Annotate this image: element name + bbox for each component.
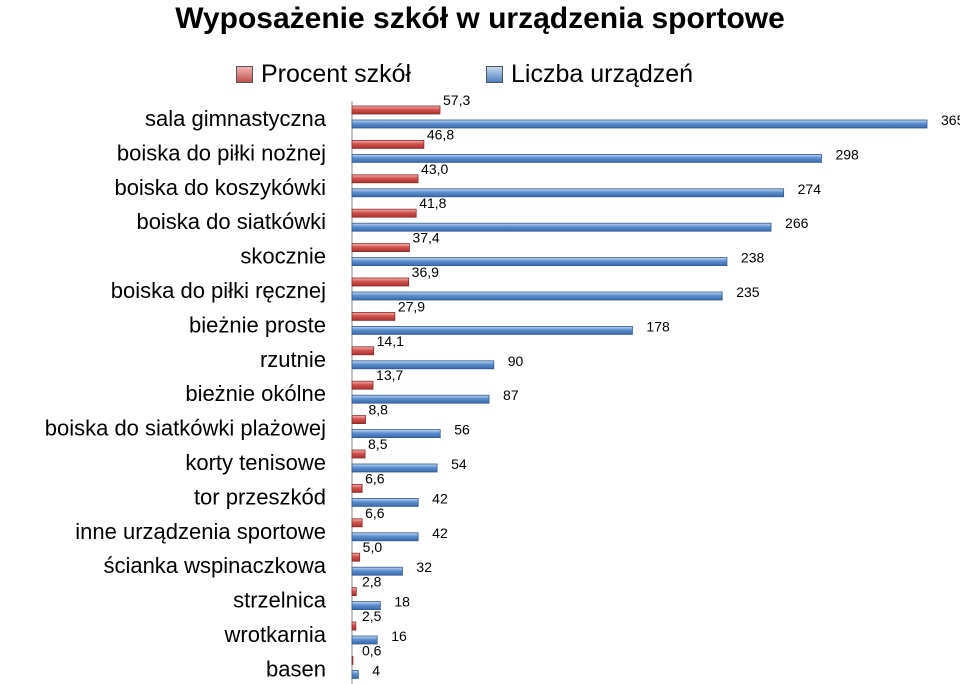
bar-count <box>351 566 403 576</box>
bar-percent <box>351 380 374 390</box>
bar-count <box>351 153 822 163</box>
bar-percent <box>351 518 363 528</box>
value-label-count: 54 <box>451 456 467 472</box>
bar-count <box>351 670 359 679</box>
value-label-count: 266 <box>785 215 809 231</box>
bar-percent <box>351 449 366 459</box>
value-label-percent: 6,6 <box>365 505 385 521</box>
bar-count <box>351 188 785 198</box>
bar-percent <box>351 346 375 356</box>
value-label-percent: 2,8 <box>362 574 382 590</box>
legend-label-count: Liczba urządzeń <box>511 59 694 88</box>
category-label: skocznie <box>240 244 326 269</box>
legend-item-count: Liczba urządzeń <box>486 56 693 92</box>
category-label: bieżnie proste <box>189 312 326 337</box>
bar-percent <box>351 105 441 115</box>
value-label-count: 90 <box>508 353 524 369</box>
value-label-percent: 8,5 <box>368 436 388 452</box>
value-label-count: 32 <box>416 559 432 575</box>
value-label-count: 274 <box>798 181 822 197</box>
value-label-count: 87 <box>503 387 519 403</box>
value-label-percent: 46,8 <box>427 126 454 142</box>
value-label-count: 365 <box>941 112 960 128</box>
bar-percent <box>351 208 417 218</box>
chart-legend: Procent szkół Liczba urządzeń <box>0 56 960 92</box>
value-label-percent: 8,8 <box>369 402 389 418</box>
value-label-percent: 14,1 <box>377 333 404 349</box>
category-label: korty tenisowe <box>185 450 326 475</box>
category-label: boiska do siatkówki plażowej <box>45 416 326 441</box>
bar-count <box>351 601 381 610</box>
bar-count <box>351 463 438 473</box>
category-label: bieżnie okólne <box>185 381 326 406</box>
bar-percent <box>351 587 357 596</box>
bar-percent <box>351 621 357 631</box>
value-label-count: 235 <box>736 284 760 300</box>
value-label-count: 178 <box>646 318 670 334</box>
bar-count <box>351 635 378 645</box>
value-label-percent: 6,6 <box>365 470 385 486</box>
value-label-percent: 27,9 <box>398 298 425 314</box>
category-label: ścianka wspinaczkowa <box>103 553 326 578</box>
value-label-count: 42 <box>432 490 448 506</box>
bar-percent <box>351 277 410 287</box>
bar-percent <box>351 311 396 321</box>
legend-swatch-percent <box>236 65 253 83</box>
bar-percent <box>351 139 425 149</box>
value-label-count: 298 <box>835 146 859 162</box>
bar-count <box>351 360 495 370</box>
category-label: boiska do piłki ręcznej <box>111 278 326 303</box>
value-label-percent: 57,3 <box>443 92 470 108</box>
bar-count <box>351 497 419 507</box>
category-label: basen <box>266 656 326 681</box>
bar-percent <box>351 552 361 562</box>
value-label-count: 56 <box>454 422 470 438</box>
value-label-percent: 5,0 <box>363 539 383 555</box>
legend-label-percent: Procent szkół <box>261 59 412 88</box>
legend-swatch-count <box>486 65 503 83</box>
bar-percent <box>351 415 366 425</box>
legend-item-percent: Procent szkół <box>236 56 411 92</box>
bar-count <box>351 429 441 439</box>
value-label-count: 42 <box>432 525 448 541</box>
category-label: inne urządzenia sportowe <box>75 519 326 544</box>
value-label-count: 238 <box>741 250 765 266</box>
bar-percent <box>351 174 419 184</box>
bar-percent <box>351 243 410 253</box>
value-label-percent: 13,7 <box>376 367 403 383</box>
bar-count <box>351 119 928 129</box>
bar-percent <box>351 656 354 665</box>
value-label-count: 4 <box>372 662 380 678</box>
chart-title: Wyposażenie szkół w urządzenia sportowe <box>175 2 785 35</box>
value-label-percent: 43,0 <box>421 161 448 177</box>
bar-percent <box>351 483 363 493</box>
value-label-percent: 41,8 <box>419 195 446 211</box>
category-label: boiska do koszykówki <box>114 175 326 200</box>
category-label: rzutnie <box>260 347 326 372</box>
bar-count <box>351 394 490 404</box>
category-label: tor przeszkód <box>194 484 326 509</box>
value-label-percent: 37,4 <box>412 230 439 246</box>
bars-group: sala gimnastyczna 57,3 365 boiska do piłki … <box>45 92 960 681</box>
bar-count <box>351 532 419 542</box>
category-label: sala gimnastyczna <box>145 106 327 131</box>
bar-count <box>351 325 633 335</box>
bar-count <box>351 291 723 301</box>
category-label: boiska do siatkówki <box>136 209 326 234</box>
value-label-percent: 0,6 <box>362 642 382 658</box>
value-label-percent: 2,5 <box>362 608 382 624</box>
value-label-count: 16 <box>391 628 407 644</box>
bar-count <box>351 257 728 267</box>
category-label: wrotkarnia <box>224 622 327 647</box>
category-label: strzelnica <box>233 588 327 613</box>
value-label-percent: 36,9 <box>412 264 439 280</box>
bar-count <box>351 222 772 232</box>
category-label: boiska do piłki nożnej <box>117 140 326 165</box>
value-label-count: 18 <box>394 594 410 610</box>
